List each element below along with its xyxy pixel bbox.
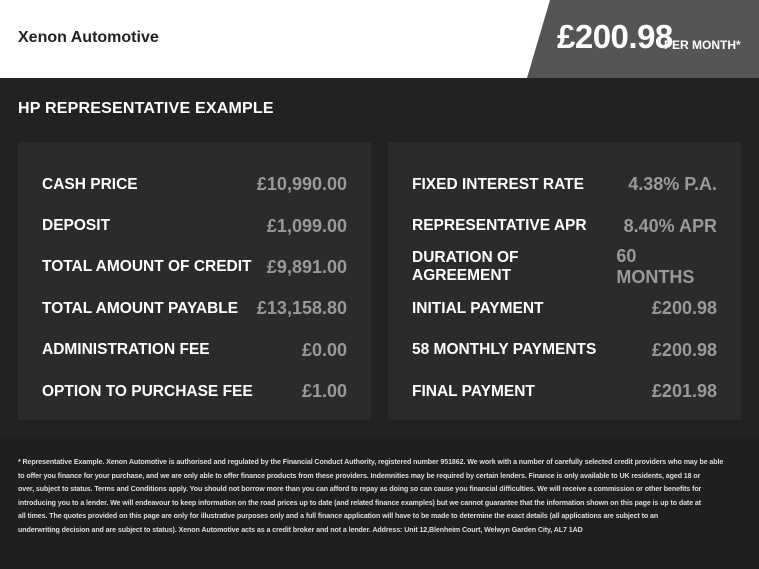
disclaimer-line: * Representative Example. Xenon Automoti… [18,458,724,466]
row-value: £10,990.00 [256,174,347,195]
row-label: DEPOSIT [42,217,111,235]
disclaimer: * Representative Example. Xenon Automoti… [0,438,759,569]
disclaimer-line: all times. The quotes provided on this p… [18,512,659,521]
disclaimer-line: introducing you to a lender. We will end… [18,498,702,507]
row-label: REPRESENTATIVE APR [412,217,587,235]
finance-row: TOTAL AMOUNT PAYABLE £13,158.80 [42,288,347,329]
row-value: £9,891.00 [266,256,347,277]
header: Xenon Automotive £200.98 PER MONTH* [0,0,759,78]
monthly-price-box: £200.98 PER MONTH* [527,0,759,78]
per-month-label: PER MONTH* [664,38,741,52]
right-panel: FIXED INTEREST RATE 4.38% P.A. REPRESENTAT… [388,142,741,420]
disclaimer-line: to offer you finance for your purchase, … [18,471,701,480]
finance-row: 58 MONTHLY PAYMENTS £200.98 [412,330,717,371]
row-value: £200.98 [651,339,717,360]
row-label: CASH PRICE [42,175,138,193]
dealer-name: Xenon Automotive [18,29,159,46]
disclaimer-line: over, subject to status. Terms and Condi… [18,485,702,494]
finance-row: FIXED INTEREST RATE 4.38% P.A. [412,164,717,205]
row-value: 4.38% P.A. [628,174,717,195]
row-label: 58 MONTHLY PAYMENTS [412,341,597,359]
finance-row: DURATION OF AGREEMENT 60 MONTHS [412,246,717,288]
row-label: FINAL PAYMENT [412,382,535,400]
row-label: ADMINISTRATION FEE [42,341,210,359]
row-label: TOTAL AMOUNT OF CREDIT [42,258,252,276]
finance-row: TOTAL AMOUNT OF CREDIT £9,891.00 [42,247,347,288]
row-label: INITIAL PAYMENT [412,299,544,317]
row-label: TOTAL AMOUNT PAYABLE [42,299,239,317]
row-value: £0.00 [301,339,347,360]
finance-row: REPRESENTATIVE APR 8.40% APR [412,205,717,246]
finance-row: OPTION TO PURCHASE FEE £1.00 [42,371,347,412]
row-value: 8.40% APR [623,215,717,236]
monthly-price: £200.98 [557,18,673,55]
row-label: DURATION OF AGREEMENT [412,249,519,285]
finance-row: FINAL PAYMENT £201.98 [412,371,717,412]
row-value: 60 MONTHS [616,246,695,288]
left-panel: CASH PRICE £10,990.00 DEPOSIT £1,099.00 TOTA… [18,142,371,420]
row-value: £1,099.00 [266,215,347,236]
finance-row: CASH PRICE £10,990.00 [42,164,347,205]
row-value: £200.98 [651,298,717,319]
row-label: FIXED INTEREST RATE [412,175,584,193]
row-value: £1.00 [301,381,347,402]
row-label: OPTION TO PURCHASE FEE [42,382,253,400]
row-value: £201.98 [651,381,717,402]
finance-row: INITIAL PAYMENT £200.98 [412,288,717,329]
disclaimer-line: underwriting decision and are subject to… [18,525,583,534]
finance-row: DEPOSIT £1,099.00 [42,205,347,246]
finance-row: ADMINISTRATION FEE £0.00 [42,330,347,371]
section-title: HP REPRESENTATIVE EXAMPLE [18,100,274,117]
row-value: £13,158.80 [256,298,347,319]
